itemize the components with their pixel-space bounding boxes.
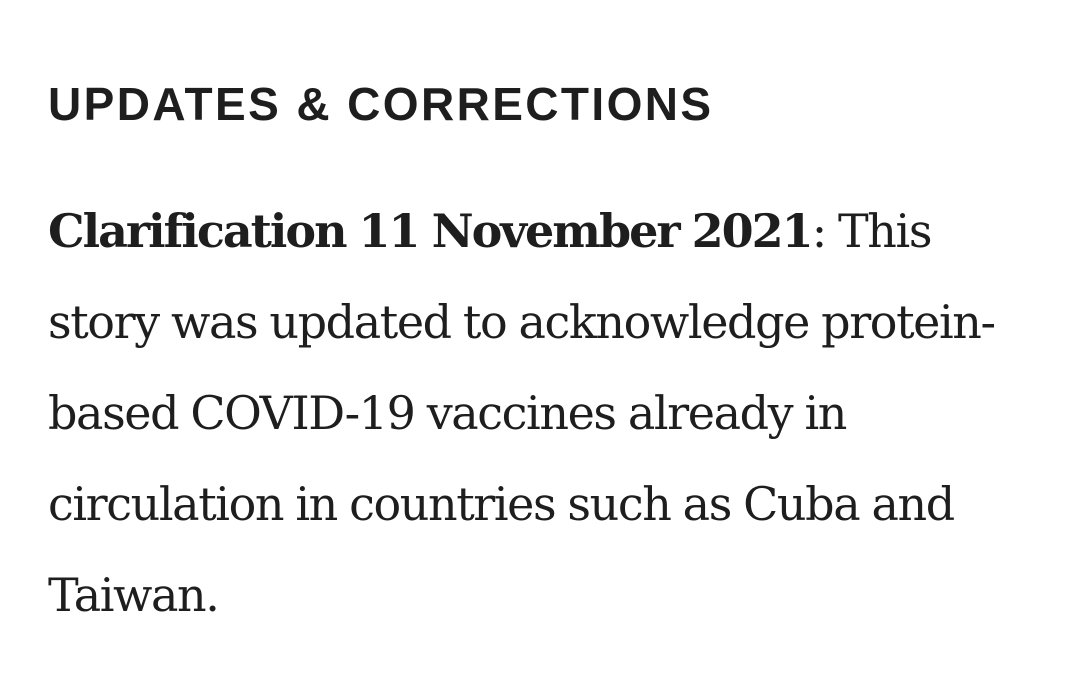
clarification-separator: : (811, 204, 828, 258)
updates-corrections-heading: UPDATES & CORRECTIONS (48, 78, 714, 130)
clarification-text: This story was updated to acknowledge pr… (48, 204, 996, 622)
clarification-paragraph: Clarification 11 November 2021: This sto… (48, 186, 1038, 641)
clarification-label: Clarification 11 November 2021 (48, 204, 814, 258)
